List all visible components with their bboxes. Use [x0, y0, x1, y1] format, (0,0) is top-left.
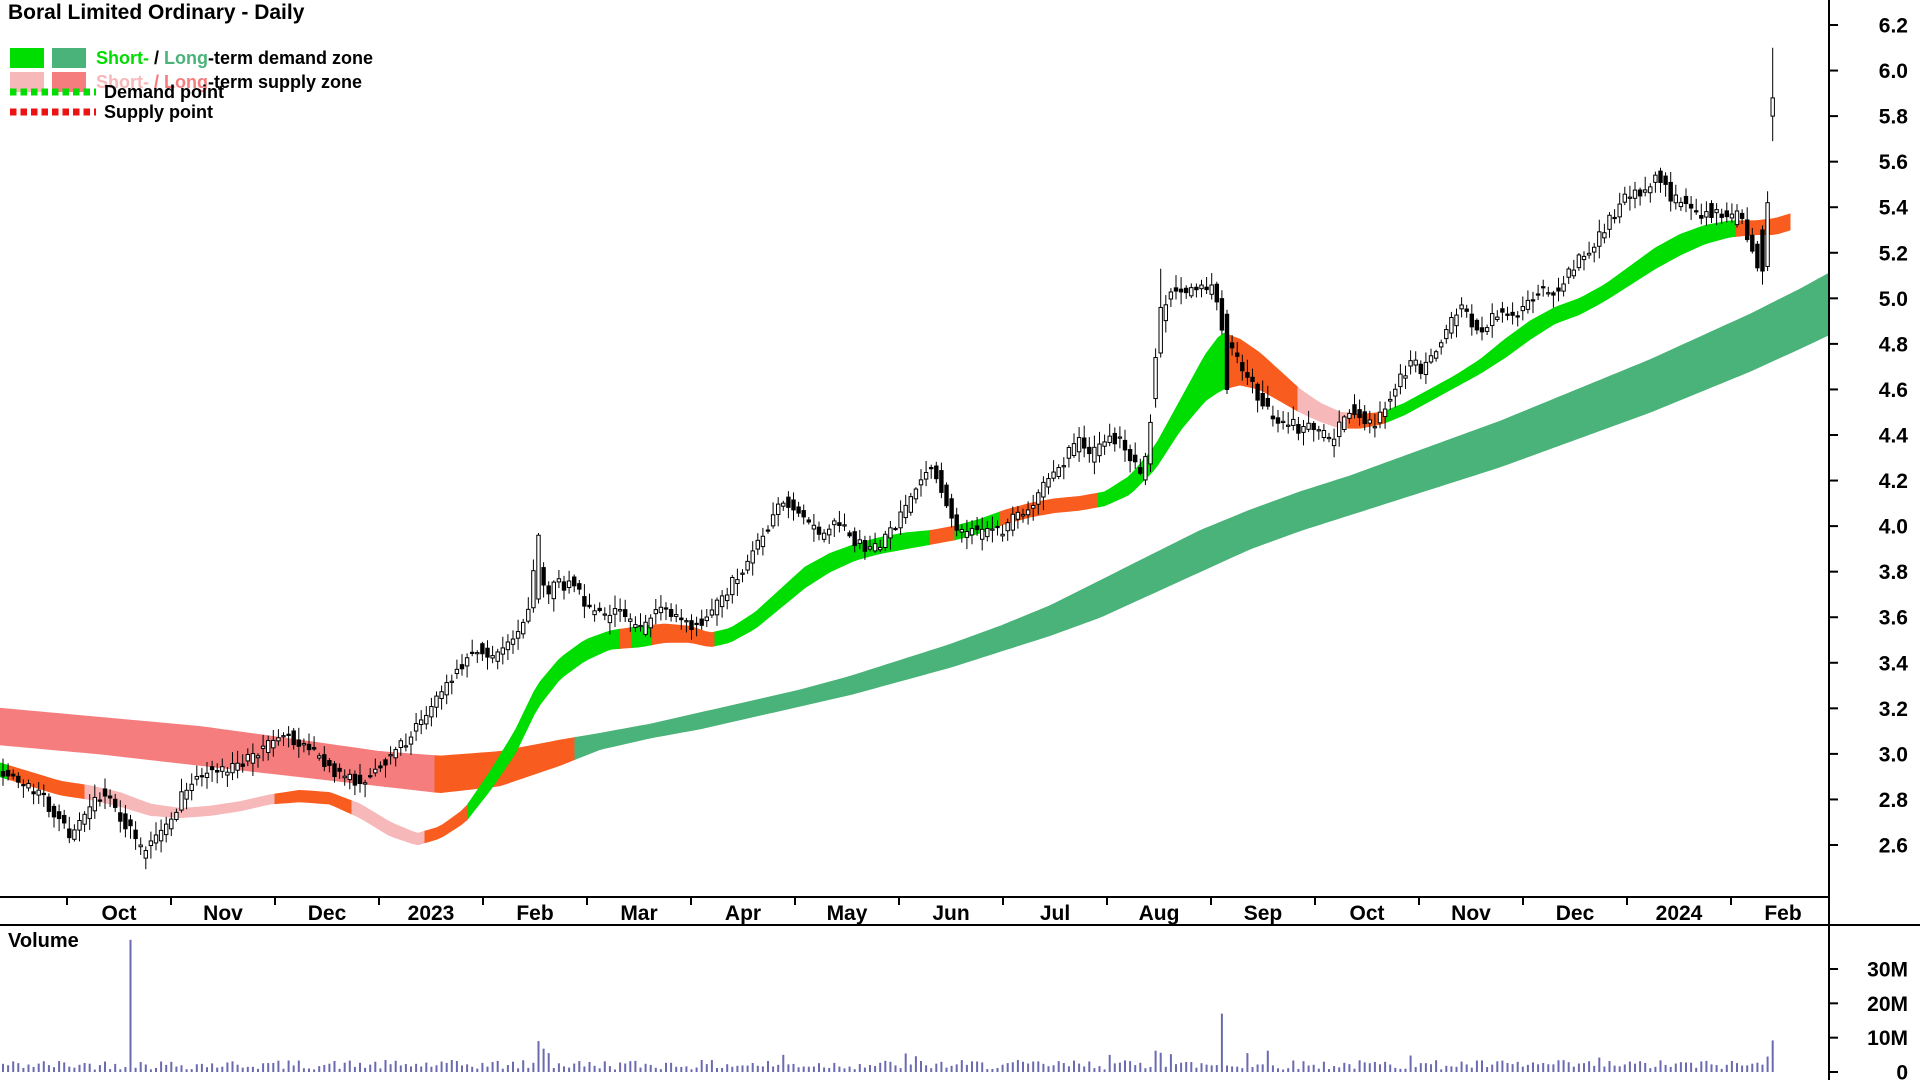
chart-title: Boral Limited Ordinary - Daily	[8, 1, 305, 24]
pink-swatch	[10, 72, 44, 92]
date-axis-label: Sep	[1244, 902, 1283, 925]
date-axis-label: Jun	[932, 902, 969, 925]
volume-bar-series	[2, 939, 1774, 1072]
date-axis-labels: Oct Nov Dec 2023 Feb Mar Apr May Jun Jul Aug Sep Oct…	[101, 902, 1801, 925]
date-axis-label: Oct	[101, 902, 136, 925]
date-axis-label: May	[827, 902, 868, 925]
price-axis-label: 2.8	[1879, 789, 1909, 812]
price-axis-label: 3.0	[1879, 743, 1908, 766]
date-axis-label: 2023	[408, 902, 455, 925]
date-axis-label: Apr	[725, 902, 761, 925]
price-axis-label: 4.0	[1879, 516, 1908, 539]
salmon-swatch	[52, 72, 86, 92]
price-axis-label: 2.6	[1879, 835, 1908, 858]
date-axis-label: Nov	[1451, 902, 1491, 925]
price-axis-label: 4.4	[1879, 425, 1909, 448]
price-axis-label: 3.4	[1879, 652, 1909, 675]
price-axis-labels: 6.2 6.0 5.8 5.6 5.4 5.2 5.0 4.8 4.6 4.4 4.2 4.0 3.8 3…	[1879, 15, 1909, 858]
price-axis-label: 5.8	[1879, 106, 1909, 129]
date-axis-label: 2024	[1656, 902, 1703, 925]
legend-row-label: Demand point	[104, 82, 224, 102]
date-axis-label: Jul	[1040, 902, 1070, 925]
legend-row-label: Supply point	[104, 102, 213, 122]
legend-row-label: Short- / Long-term demand zone	[96, 48, 373, 68]
date-axis-label: Nov	[203, 902, 243, 925]
volume-axis-labels: 30M 20M 10M 0	[1867, 959, 1908, 1080]
price-axis-ticks	[1829, 24, 1838, 846]
date-axis-label: Mar	[620, 902, 657, 925]
price-axis-label: 3.6	[1879, 607, 1908, 630]
price-axis-label: 6.0	[1879, 60, 1908, 83]
date-axis-label: Dec	[1556, 902, 1595, 925]
short-term-zone-band	[0, 213, 1791, 846]
legend-row-label: Short- / Long-term supply zone	[96, 72, 362, 92]
price-axis-label: 5.0	[1879, 288, 1908, 311]
volume-axis-label: 0	[1896, 1062, 1908, 1080]
volume-axis-ticks	[1829, 968, 1838, 1073]
date-axis-label: Feb	[516, 902, 553, 925]
price-axis-label: 6.2	[1879, 15, 1908, 38]
price-axis-label: 4.8	[1879, 333, 1909, 356]
volume-axis-label: 10M	[1867, 1027, 1908, 1050]
candlestick-series	[0, 47, 1775, 870]
price-axis-label: 4.6	[1879, 379, 1908, 402]
green-swatch	[10, 48, 44, 68]
date-axis-label: Dec	[308, 902, 347, 925]
price-axis-label: 5.4	[1879, 197, 1909, 220]
price-axis-label: 4.2	[1879, 470, 1908, 493]
legend: Short- / Long-term demand zone Short- / L…	[10, 48, 373, 122]
seagreen-swatch	[52, 48, 86, 68]
price-axis-label: 5.6	[1879, 151, 1908, 174]
price-axis-label: 3.2	[1879, 698, 1908, 721]
date-axis-label: Feb	[1764, 902, 1801, 925]
price-axis-label: 3.8	[1879, 561, 1909, 584]
date-axis-label: Oct	[1349, 902, 1384, 925]
date-axis-ticks	[66, 897, 1732, 905]
volume-axis-label: 30M	[1867, 959, 1908, 982]
price-axis-label: 5.2	[1879, 242, 1908, 265]
date-axis-label: Aug	[1139, 902, 1180, 925]
volume-panel-label: Volume	[8, 930, 79, 952]
volume-axis-label: 20M	[1867, 993, 1908, 1016]
